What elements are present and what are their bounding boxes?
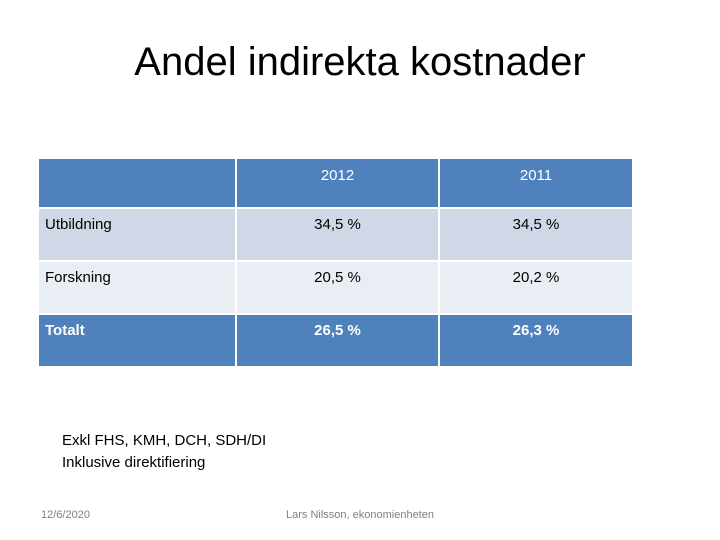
value-2011: 26,3 % — [438, 313, 634, 368]
row-label: Utbildning — [37, 207, 237, 262]
value-2012: 34,5 % — [235, 207, 440, 262]
header-2011: 2011 — [438, 157, 634, 209]
row-label: Totalt — [37, 313, 237, 368]
value-2011: 34,5 % — [438, 207, 634, 262]
footer-author: Lars Nilsson, ekonomienheten — [286, 509, 434, 521]
table-row-forskning: Forskning 20,5 % 20,2 % — [37, 260, 634, 315]
value-2012: 20,5 % — [235, 260, 440, 315]
note-inclusion: Inklusive direktifiering — [62, 454, 206, 471]
row-label: Forskning — [37, 260, 237, 315]
footer-date: 12/6/2020 — [41, 509, 90, 521]
cost-share-table: 2012 2011 Utbildning 34,5 % 34,5 % Forsk… — [37, 157, 634, 368]
table-header-row: 2012 2011 — [37, 157, 634, 209]
header-empty-cell — [37, 157, 237, 209]
table-row-utbildning: Utbildning 34,5 % 34,5 % — [37, 207, 634, 262]
header-2012: 2012 — [235, 157, 440, 209]
notes: Exkl FHS, KMH, DCH, SDH/DI Inklusive dir… — [62, 430, 266, 474]
note-exclusions: Exkl FHS, KMH, DCH, SDH/DI — [62, 432, 267, 449]
slide-title: Andel indirekta kostnader — [134, 40, 586, 84]
table-row-totalt: Totalt 26,5 % 26,3 % — [37, 313, 634, 368]
value-2011: 20,2 % — [438, 260, 634, 315]
value-2012: 26,5 % — [235, 313, 440, 368]
